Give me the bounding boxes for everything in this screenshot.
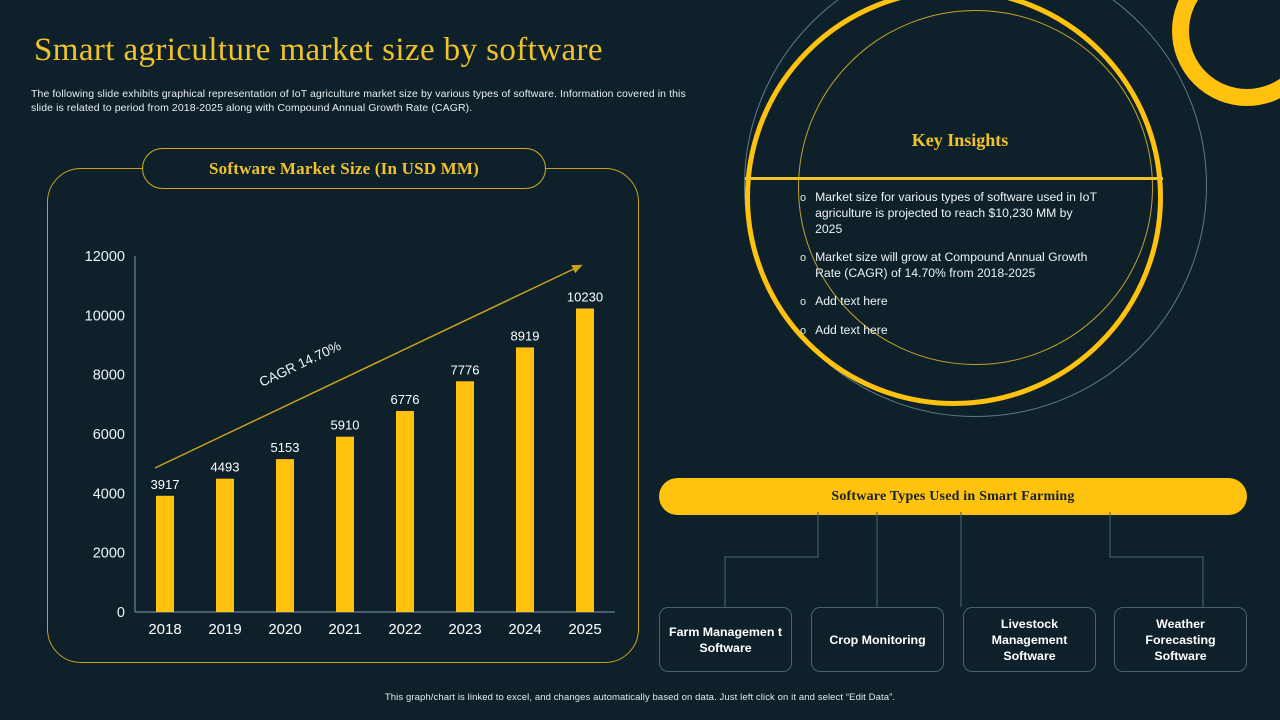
key-insights-list: o Market size for various types of softwa… <box>800 189 1100 351</box>
x-tick-label: 2022 <box>388 621 421 638</box>
bar[interactable] <box>216 478 234 612</box>
x-tick-label: 2020 <box>268 621 301 638</box>
bar-value-label: 7776 <box>451 362 480 377</box>
software-types-header: Software Types Used in Smart Farming <box>659 478 1247 515</box>
bar-value-label: 5910 <box>331 418 360 433</box>
y-tick-label: 10000 <box>85 308 125 324</box>
key-insight-text: Market size will grow at Compound Annual… <box>815 250 1088 280</box>
page-title: Smart agriculture market size by softwar… <box>34 32 603 68</box>
bar-value-label: 4493 <box>211 460 240 475</box>
bar-value-label: 6776 <box>391 392 420 407</box>
software-type-box[interactable]: Livestock Management Software <box>963 607 1096 672</box>
software-type-box[interactable]: Crop Monitoring <box>811 607 944 672</box>
x-tick-label: 2019 <box>208 621 241 638</box>
software-type-label: Crop Monitoring <box>829 632 926 647</box>
key-insight-item: o Add text here <box>800 322 1100 339</box>
bar-value-label: 10230 <box>567 290 603 305</box>
software-type-box[interactable]: Weather Forecasting Software <box>1114 607 1247 672</box>
key-insight-text: Add text here <box>815 323 888 337</box>
bar-chart[interactable]: 0 2000 4000 6000 8000 10000 12000 3917 2018 4493 2… <box>47 168 639 663</box>
y-tick-label: 8000 <box>93 368 125 384</box>
key-insight-item: o Market size for various types of softwa… <box>800 189 1100 237</box>
x-tick-label: 2023 <box>448 621 481 638</box>
key-insights-divider <box>745 177 1163 180</box>
key-insights-ring <box>745 0 1163 406</box>
x-tick-label: 2018 <box>148 621 181 638</box>
chart-title-pill: Software Market Size (In USD MM) <box>142 148 546 189</box>
bullet-icon: o <box>800 296 807 308</box>
bar[interactable] <box>156 495 174 612</box>
key-insights-panel: Key Insights o Market size for various ty… <box>700 0 1220 474</box>
y-tick-label: 2000 <box>93 546 125 562</box>
x-tick-label: 2021 <box>328 621 361 638</box>
bullet-icon: o <box>800 192 807 204</box>
bar-value-label: 3917 <box>151 477 180 492</box>
bar[interactable] <box>456 381 474 612</box>
bar[interactable] <box>516 347 534 612</box>
connector-lines <box>724 512 1204 607</box>
key-insight-text: Market size for various types of softwar… <box>815 190 1097 236</box>
bullet-icon: o <box>800 325 807 337</box>
software-types-header-text: Software Types Used in Smart Farming <box>831 488 1075 504</box>
bar[interactable] <box>576 308 594 612</box>
bar[interactable] <box>336 436 354 612</box>
bar[interactable] <box>396 410 414 612</box>
bar[interactable] <box>276 459 294 612</box>
key-insight-item: o Market size will grow at Compound Annua… <box>800 249 1100 281</box>
y-tick-label: 6000 <box>93 427 125 443</box>
y-tick-label: 12000 <box>85 249 125 265</box>
cagr-trend-arrow <box>154 264 583 469</box>
chart-svg: 0 2000 4000 6000 8000 10000 12000 3917 2018 4493 2… <box>85 249 615 638</box>
software-type-label: Livestock Management Software <box>991 616 1068 663</box>
bar-value-label: 8919 <box>511 328 540 343</box>
footer-note: This graph/chart is linked to excel, and… <box>384 692 896 703</box>
page-subtitle: The following slide exhibits graphical r… <box>31 88 686 114</box>
key-insights-title: Key Insights <box>911 130 1009 150</box>
software-type-box[interactable]: Farm Managemen t Software <box>659 607 792 672</box>
x-tick-label: 2024 <box>508 621 541 638</box>
software-type-label: Farm Managemen t Software <box>669 624 782 655</box>
bullet-icon: o <box>800 252 807 264</box>
x-tick-label: 2025 <box>568 621 601 638</box>
software-type-label: Weather Forecasting Software <box>1145 616 1216 663</box>
chart-title-text: Software Market Size (In USD MM) <box>209 158 479 178</box>
cagr-annotation-label: CAGR 14.70% <box>257 338 343 390</box>
y-tick-label: 4000 <box>93 486 125 502</box>
key-insight-item: o Add text here <box>800 293 1100 310</box>
bar-value-label: 5153 <box>271 440 300 455</box>
y-tick-label: 0 <box>117 605 125 621</box>
key-insight-text: Add text here <box>815 294 888 308</box>
